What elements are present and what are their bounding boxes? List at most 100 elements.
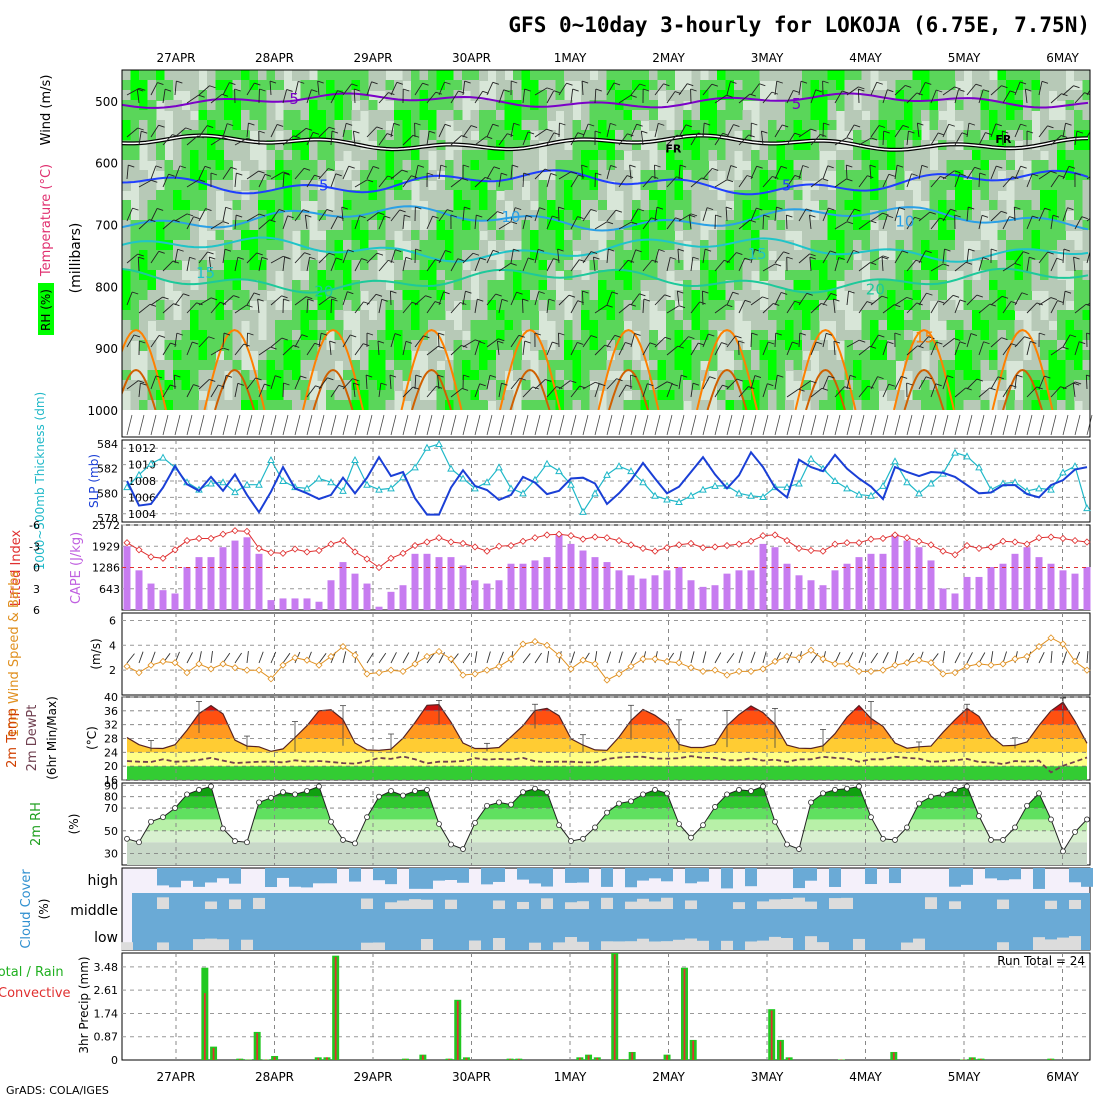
rh-cell <box>1091 340 1100 351</box>
rh-cell <box>709 300 718 311</box>
rh-cell <box>947 330 956 341</box>
rh-cell <box>607 70 616 81</box>
rh-cell <box>284 230 293 241</box>
rh-cell <box>1091 380 1100 391</box>
rh-cell <box>700 300 709 311</box>
rh-cell <box>564 70 573 81</box>
rh-cell <box>216 320 225 331</box>
cape-tick: 1929 <box>92 540 120 553</box>
rh-cell <box>828 100 837 111</box>
rh-cell <box>420 240 429 251</box>
rh-cell <box>556 240 565 251</box>
rh-cell <box>1040 280 1049 291</box>
rh-cell <box>505 280 514 291</box>
rh-cell <box>751 180 760 191</box>
rh-cell <box>989 270 998 281</box>
rh-cell <box>862 240 871 251</box>
rh-cell <box>250 70 259 81</box>
rh-cell <box>700 350 709 361</box>
rh-cell <box>1049 80 1058 91</box>
rh-cell <box>488 110 497 121</box>
rh-cell <box>930 110 939 121</box>
rh-cell <box>581 110 590 121</box>
rh-cell <box>760 120 769 131</box>
rh-cell <box>726 170 735 181</box>
rh-cell <box>624 400 633 411</box>
rh-cell <box>862 360 871 371</box>
rh-cell <box>258 240 267 251</box>
rh-cell <box>879 370 888 381</box>
rh-cell <box>284 310 293 321</box>
rh-cell <box>1091 310 1100 321</box>
rh-cell <box>420 70 429 81</box>
rh-cell <box>658 390 667 401</box>
rh-cell <box>862 80 871 91</box>
rh-cell <box>845 150 854 161</box>
rh-cell <box>896 350 905 361</box>
rh-cell <box>955 130 964 141</box>
rh-cell <box>156 150 165 161</box>
rh-cell <box>751 70 760 81</box>
rh-cell <box>845 100 854 111</box>
rh-cell <box>1023 360 1032 371</box>
rh-cell <box>947 310 956 321</box>
rh-cell <box>870 150 879 161</box>
rh-cell <box>148 80 157 91</box>
rh-cell <box>955 150 964 161</box>
rh-cell <box>794 330 803 341</box>
rh-cell <box>802 170 811 181</box>
rh-cell <box>581 310 590 321</box>
rh-cell <box>590 350 599 361</box>
rh-cell <box>853 120 862 131</box>
rh-cell <box>760 270 769 281</box>
rh-cell <box>734 100 743 111</box>
rh-cell <box>879 350 888 361</box>
rh-cell <box>428 310 437 321</box>
rh-cell <box>887 310 896 321</box>
rh-cell <box>335 260 344 271</box>
rh-cell <box>292 370 301 381</box>
rh-cell <box>369 160 378 171</box>
rh-cell <box>879 160 888 171</box>
rh-cell <box>853 380 862 391</box>
rh-cell <box>760 400 769 411</box>
rh-cell <box>216 310 225 321</box>
rh-cell <box>836 170 845 181</box>
contour-label: 10 <box>895 212 914 230</box>
cape-bar <box>1072 574 1079 610</box>
rh-cell <box>258 360 267 371</box>
rh-cell <box>148 120 157 131</box>
rh-cell <box>156 360 165 371</box>
rh-cell <box>573 230 582 241</box>
rh-cell <box>131 290 140 301</box>
rh-cell <box>233 110 242 121</box>
rh-cell <box>887 160 896 171</box>
rh-cell <box>301 190 310 201</box>
rh-cell <box>717 320 726 331</box>
rh-cell <box>352 230 361 241</box>
rh-cell <box>190 390 199 401</box>
rh-cell <box>522 160 531 171</box>
rh-cell <box>386 170 395 181</box>
rh-cell <box>1091 230 1100 241</box>
rh-cell <box>1091 390 1100 401</box>
rh-cell <box>615 160 624 171</box>
rh-cell <box>734 230 743 241</box>
rh-cell <box>989 330 998 341</box>
rh-cell <box>479 350 488 361</box>
rh-cell <box>216 150 225 161</box>
rh-cell <box>352 110 361 121</box>
rh-cell <box>921 400 930 411</box>
rh-cell <box>913 70 922 81</box>
pressure-tick: 600 <box>95 157 118 171</box>
rh-cell <box>462 280 471 291</box>
rh-cell <box>802 100 811 111</box>
rh-cell <box>573 240 582 251</box>
rh-cell <box>122 230 131 241</box>
rh-cell <box>369 170 378 181</box>
rh-cell <box>199 250 208 261</box>
rh-cell <box>284 160 293 171</box>
rh-cell <box>964 320 973 331</box>
rh-cell <box>1057 280 1066 291</box>
rh-cell <box>386 340 395 351</box>
